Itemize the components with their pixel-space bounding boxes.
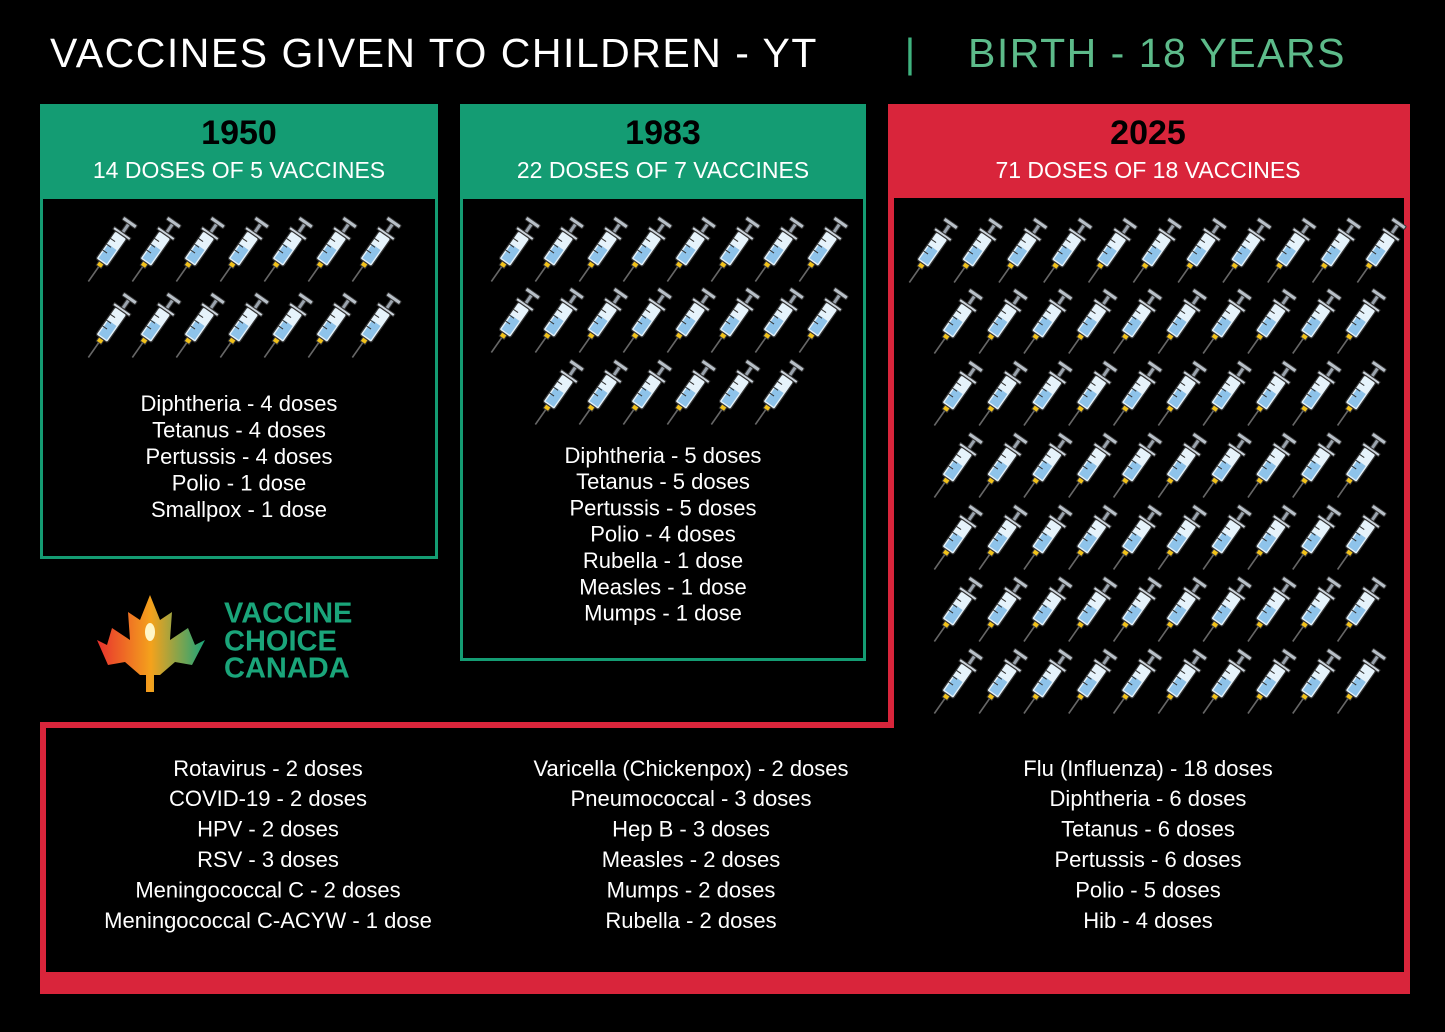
vaccine-item: Mumps - 2 doses (607, 877, 776, 902)
vaccine-item: Polio - 4 doses (590, 522, 736, 547)
panel-header (460, 104, 866, 196)
logo-text: VACCINE (224, 598, 352, 630)
vaccine-item: Flu (Influenza) - 18 doses (1023, 756, 1272, 781)
panel-year: 2025 (1110, 114, 1186, 152)
panel-summary: 22 DOSES OF 7 VACCINES (517, 157, 809, 183)
vaccine-item: Rubella - 2 doses (605, 908, 776, 933)
panel-summary: 14 DOSES OF 5 VACCINES (93, 157, 385, 183)
logo-text: CANADA (224, 653, 350, 685)
vaccine-item: HPV - 2 doses (197, 817, 339, 842)
separator: | (905, 30, 916, 76)
panel-year: 1983 (625, 114, 701, 152)
vaccine-item: RSV - 3 doses (197, 847, 339, 872)
vaccine-item: Diphtheria - 5 doses (565, 443, 762, 468)
panel-header (40, 104, 438, 196)
vaccine-item: Diphtheria - 6 doses (1050, 786, 1247, 811)
vaccine-item: Pertussis - 4 doses (145, 444, 332, 469)
vaccine-item: Smallpox - 1 dose (151, 497, 327, 522)
logo: VACCINE CHOICE CANADA (97, 595, 352, 692)
panel-summary: 71 DOSES OF 18 VACCINES (995, 157, 1300, 183)
vaccine-item: Hib - 4 doses (1083, 908, 1213, 933)
panel-box (46, 198, 1404, 972)
vaccine-item: Polio - 5 doses (1075, 877, 1221, 902)
flame (145, 623, 155, 641)
vaccine-item: Pertussis - 5 doses (569, 495, 756, 520)
vaccine-item: Meningococcal C-ACYW - 1 dose (104, 908, 432, 933)
vaccine-item: Tetanus - 4 doses (152, 417, 326, 442)
vaccine-item: Tetanus - 6 doses (1061, 817, 1235, 842)
vaccine-item: Varicella (Chickenpox) - 2 doses (533, 756, 848, 781)
title: VACCINES GIVEN TO CHILDREN - YT (50, 30, 818, 76)
vaccine-item: Rotavirus - 2 doses (173, 756, 363, 781)
vaccine-item: Rubella - 1 dose (583, 548, 743, 573)
vaccine-item: Measles - 2 doses (602, 847, 781, 872)
maple-leaf (97, 595, 205, 692)
vaccine-item: Pneumococcal - 3 doses (571, 786, 812, 811)
vaccine-item: Polio - 1 dose (172, 470, 307, 495)
panel-year: 1950 (201, 114, 277, 152)
vaccine-item: Pertussis - 6 doses (1054, 847, 1241, 872)
logo-text: CHOICE (224, 626, 337, 658)
vaccine-item: Mumps - 1 dose (584, 601, 742, 626)
vaccine-item: Diphtheria - 4 doses (141, 391, 338, 416)
vaccine-item: Hep B - 3 doses (612, 817, 770, 842)
subtitle: BIRTH - 18 YEARS (968, 30, 1346, 76)
panel-box (460, 196, 866, 661)
vaccine-item: Measles - 1 dose (579, 574, 747, 599)
vaccine-item: Meningococcal C - 2 doses (135, 877, 400, 902)
vaccine-item: Tetanus - 5 doses (576, 469, 750, 494)
vaccine-item: COVID-19 - 2 doses (169, 786, 367, 811)
